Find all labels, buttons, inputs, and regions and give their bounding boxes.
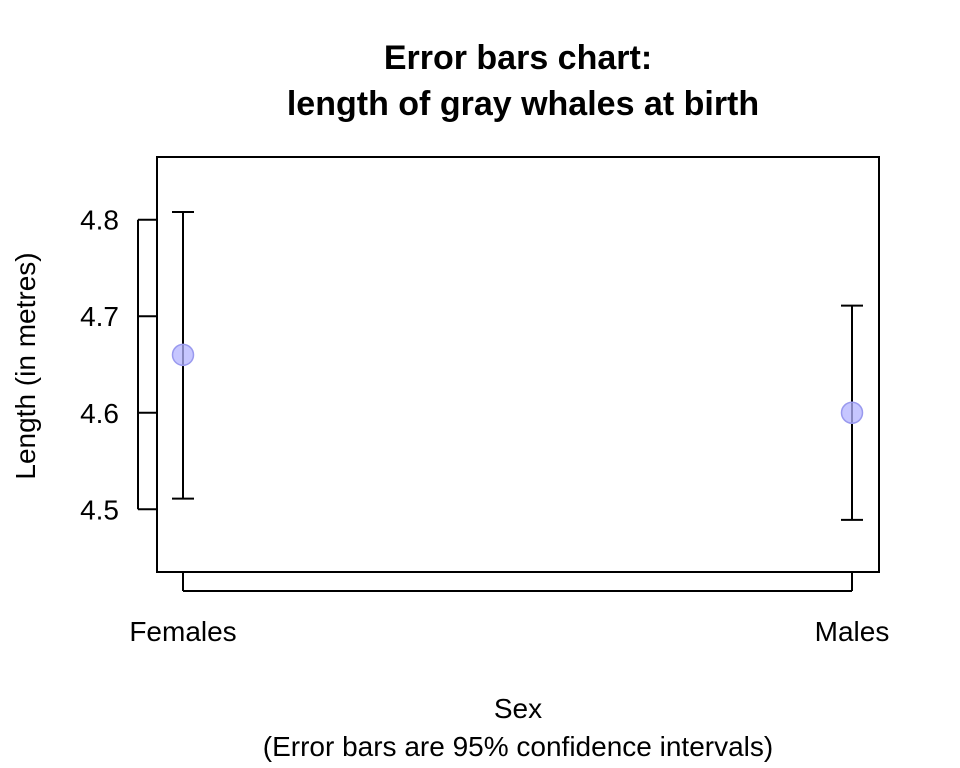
data-marks xyxy=(171,211,864,521)
x-axis: Females Males xyxy=(129,572,889,647)
y-tick-label: 4.6 xyxy=(80,398,119,429)
y-tick-label: 4.7 xyxy=(80,301,119,332)
y-axis: 4.5 4.6 4.7 4.8 xyxy=(80,205,157,525)
y-tick-label: 4.5 xyxy=(80,494,119,525)
x-tick-label: Males xyxy=(815,616,890,647)
y-tick-label: 4.8 xyxy=(80,205,119,236)
x-tick-label: Females xyxy=(129,616,236,647)
mean-point-males xyxy=(840,401,864,425)
error-bar-females xyxy=(171,211,195,500)
plot-area-frame xyxy=(156,156,880,573)
chart-title-line-1: Error bars chart: xyxy=(384,39,652,77)
chart-title-line-2: length of gray whales at birth xyxy=(287,85,759,123)
error-bar-males xyxy=(840,304,864,521)
mean-point-females xyxy=(171,343,195,367)
x-axis-label-line-2: (Error bars are 95% confidence intervals… xyxy=(263,731,773,762)
y-axis-label: Length (in metres) xyxy=(10,252,41,479)
x-axis-label-line-1: Sex xyxy=(494,693,542,724)
